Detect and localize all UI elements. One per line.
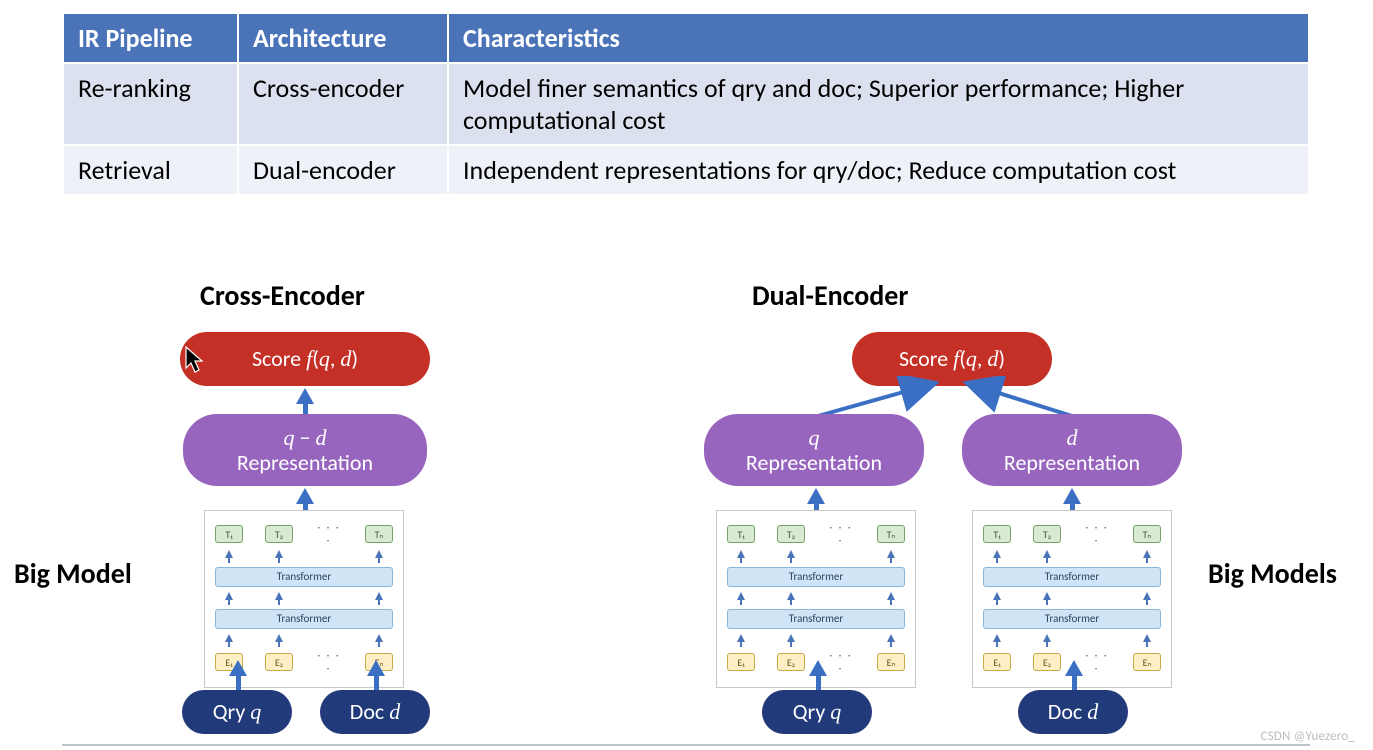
token-t2: T₂ [777, 525, 805, 543]
doc-label: Doc d [350, 699, 400, 724]
mini-arrow-icon [265, 633, 293, 647]
cross-score-node: Score f(q, d) [180, 332, 430, 386]
table-header-row: IR Pipeline Architecture Characteristics [63, 13, 1309, 63]
ellipsis-icon: · · · · [827, 649, 855, 675]
top-token-row: T₁ T₂ · · · · Tₙ [983, 521, 1161, 547]
cell-char-1: Independent representations for qry/doc;… [448, 145, 1309, 195]
cross-doc-input: Doc d [320, 690, 430, 734]
th-architecture: Architecture [238, 13, 448, 63]
token-en: Eₙ [1133, 653, 1161, 671]
transformer-layer: Transformer [215, 609, 393, 629]
token-t2: T₂ [265, 525, 293, 543]
cursor-icon [184, 346, 206, 374]
transformer-layer: Transformer [983, 567, 1161, 587]
table-row: Re-ranking Cross-encoder Model finer sem… [63, 63, 1309, 145]
mini-arrow-icon [215, 633, 243, 647]
dual-encoder-title: Dual-Encoder [752, 278, 908, 313]
token-tn: Tₙ [365, 525, 393, 543]
mini-arrow-icon [265, 549, 293, 563]
comparison-table: IR Pipeline Architecture Characteristics… [62, 12, 1310, 196]
cell-pipeline-0: Re-ranking [63, 63, 238, 145]
top-token-row: T₁ T₂ · · · · Tₙ [215, 521, 393, 547]
cross-qry-input: Qry q [182, 690, 292, 734]
cell-pipeline-1: Retrieval [63, 145, 238, 195]
dual-doc-input: Doc d [1018, 690, 1128, 734]
token-tn: Tₙ [877, 525, 905, 543]
mini-arrow-row [215, 549, 393, 563]
rep-line2: Representation [237, 450, 373, 475]
rep-line1: d [1067, 425, 1078, 450]
token-e2: E₂ [265, 653, 293, 671]
cross-encoder-title: Cross-Encoder [200, 278, 365, 313]
transformer-layer: Transformer [727, 567, 905, 587]
transformer-layer: Transformer [983, 609, 1161, 629]
token-tn: Tₙ [1133, 525, 1161, 543]
mini-arrow-row [215, 591, 393, 605]
cell-char-0: Model finer semantics of qry and doc; Su… [448, 63, 1309, 145]
mini-arrow-icon [365, 591, 393, 605]
ellipsis-icon: · · · · [827, 521, 855, 547]
table-row: Retrieval Dual-encoder Independent repre… [63, 145, 1309, 195]
token-e1: E₁ [727, 653, 755, 671]
ellipsis-icon: · · · · [1083, 521, 1111, 547]
big-model-label-left: Big Model [14, 556, 132, 591]
top-token-row: T₁ T₂ · · · · Tₙ [727, 521, 905, 547]
score-label: Score f(q, d) [899, 346, 1005, 371]
rep-line1: q [809, 425, 820, 450]
ellipsis-icon: · · · · [315, 649, 343, 675]
cell-arch-0: Cross-encoder [238, 63, 448, 145]
th-ir-pipeline: IR Pipeline [63, 13, 238, 63]
score-label: Score f(q, d) [252, 346, 358, 371]
token-e2: E₂ [1033, 653, 1061, 671]
th-characteristics: Characteristics [448, 13, 1309, 63]
dual-q-representation-node: q Representation [704, 414, 924, 486]
cell-arch-1: Dual-encoder [238, 145, 448, 195]
rep-line2: Representation [1004, 450, 1140, 475]
dual-score-node: Score f(q, d) [852, 332, 1052, 386]
mini-arrow-row [215, 633, 393, 647]
mini-arrow-icon [265, 591, 293, 605]
ellipsis-icon: · · · · [315, 521, 343, 547]
transformer-layer: Transformer [727, 609, 905, 629]
token-t1: T₁ [983, 525, 1011, 543]
token-en: Eₙ [877, 653, 905, 671]
mini-arrow-icon [365, 549, 393, 563]
token-t2: T₂ [1033, 525, 1061, 543]
token-t1: T₁ [727, 525, 755, 543]
watermark-text: CSDN @Yuezero_ [1260, 729, 1355, 744]
ellipsis-icon: · · · · [1083, 649, 1111, 675]
mini-arrow-icon [215, 591, 243, 605]
qry-label: Qry q [213, 699, 262, 724]
big-models-label-right: Big Models [1208, 556, 1337, 591]
cross-representation-node: q − d Representation [183, 414, 427, 486]
token-t1: T₁ [215, 525, 243, 543]
doc-label: Doc d [1048, 699, 1098, 724]
transformer-layer: Transformer [215, 567, 393, 587]
dual-qry-input: Qry q [762, 690, 872, 734]
qry-label: Qry q [793, 699, 842, 724]
mini-arrow-icon [365, 633, 393, 647]
token-e2: E₂ [777, 653, 805, 671]
token-e1: E₁ [983, 653, 1011, 671]
mini-arrow-icon [215, 549, 243, 563]
divider [62, 744, 1310, 746]
rep-line2: Representation [746, 450, 882, 475]
dual-d-representation-node: d Representation [962, 414, 1182, 486]
rep-line1: q − d [284, 425, 327, 450]
